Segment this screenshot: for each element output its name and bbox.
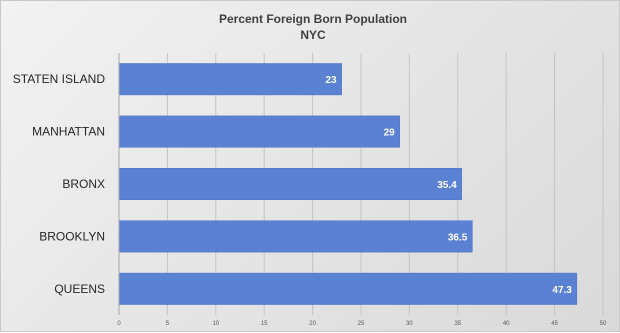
data-label: 29 <box>384 128 396 139</box>
chart-title: Percent Foreign Born Population <box>219 12 407 26</box>
x-tick-label: 30 <box>406 321 413 327</box>
bar <box>118 168 462 200</box>
category-label: BROOKLYN <box>39 229 105 243</box>
x-tick-labels: 0 5 10 15 20 25 30 35 40 45 50 <box>117 321 607 327</box>
category-label: STATEN ISLAND <box>13 72 106 86</box>
data-label: 35.4 <box>437 180 457 191</box>
bar <box>118 115 400 148</box>
category-label: MANHATTAN <box>32 125 105 139</box>
x-tick-label: 25 <box>358 321 365 327</box>
x-tick-label: 35 <box>454 321 461 327</box>
x-tick-label: 45 <box>551 321 558 327</box>
x-tick-label: 5 <box>166 321 170 327</box>
x-tick-label: 0 <box>117 321 121 327</box>
bars: 23 29 35.4 36.5 47.3 <box>118 63 578 305</box>
category-labels: STATEN ISLAND MANHATTAN BRONX BROOKLYN QUEEN… <box>13 72 106 296</box>
x-tick-label: 20 <box>309 321 316 327</box>
data-label: 47.3 <box>552 285 572 296</box>
category-label: QUEENS <box>54 282 105 296</box>
bar <box>118 220 473 253</box>
bar <box>118 272 578 305</box>
data-label: 23 <box>326 75 338 86</box>
x-tick-label: 15 <box>261 321 268 327</box>
x-tick-label: 10 <box>212 321 219 327</box>
chart-subtitle: NYC <box>300 28 326 42</box>
bar <box>118 63 342 96</box>
data-label: 36.5 <box>448 232 468 243</box>
category-label: BRONX <box>62 177 105 191</box>
x-tick-label: 50 <box>600 321 607 327</box>
x-tick-label: 40 <box>503 321 510 327</box>
